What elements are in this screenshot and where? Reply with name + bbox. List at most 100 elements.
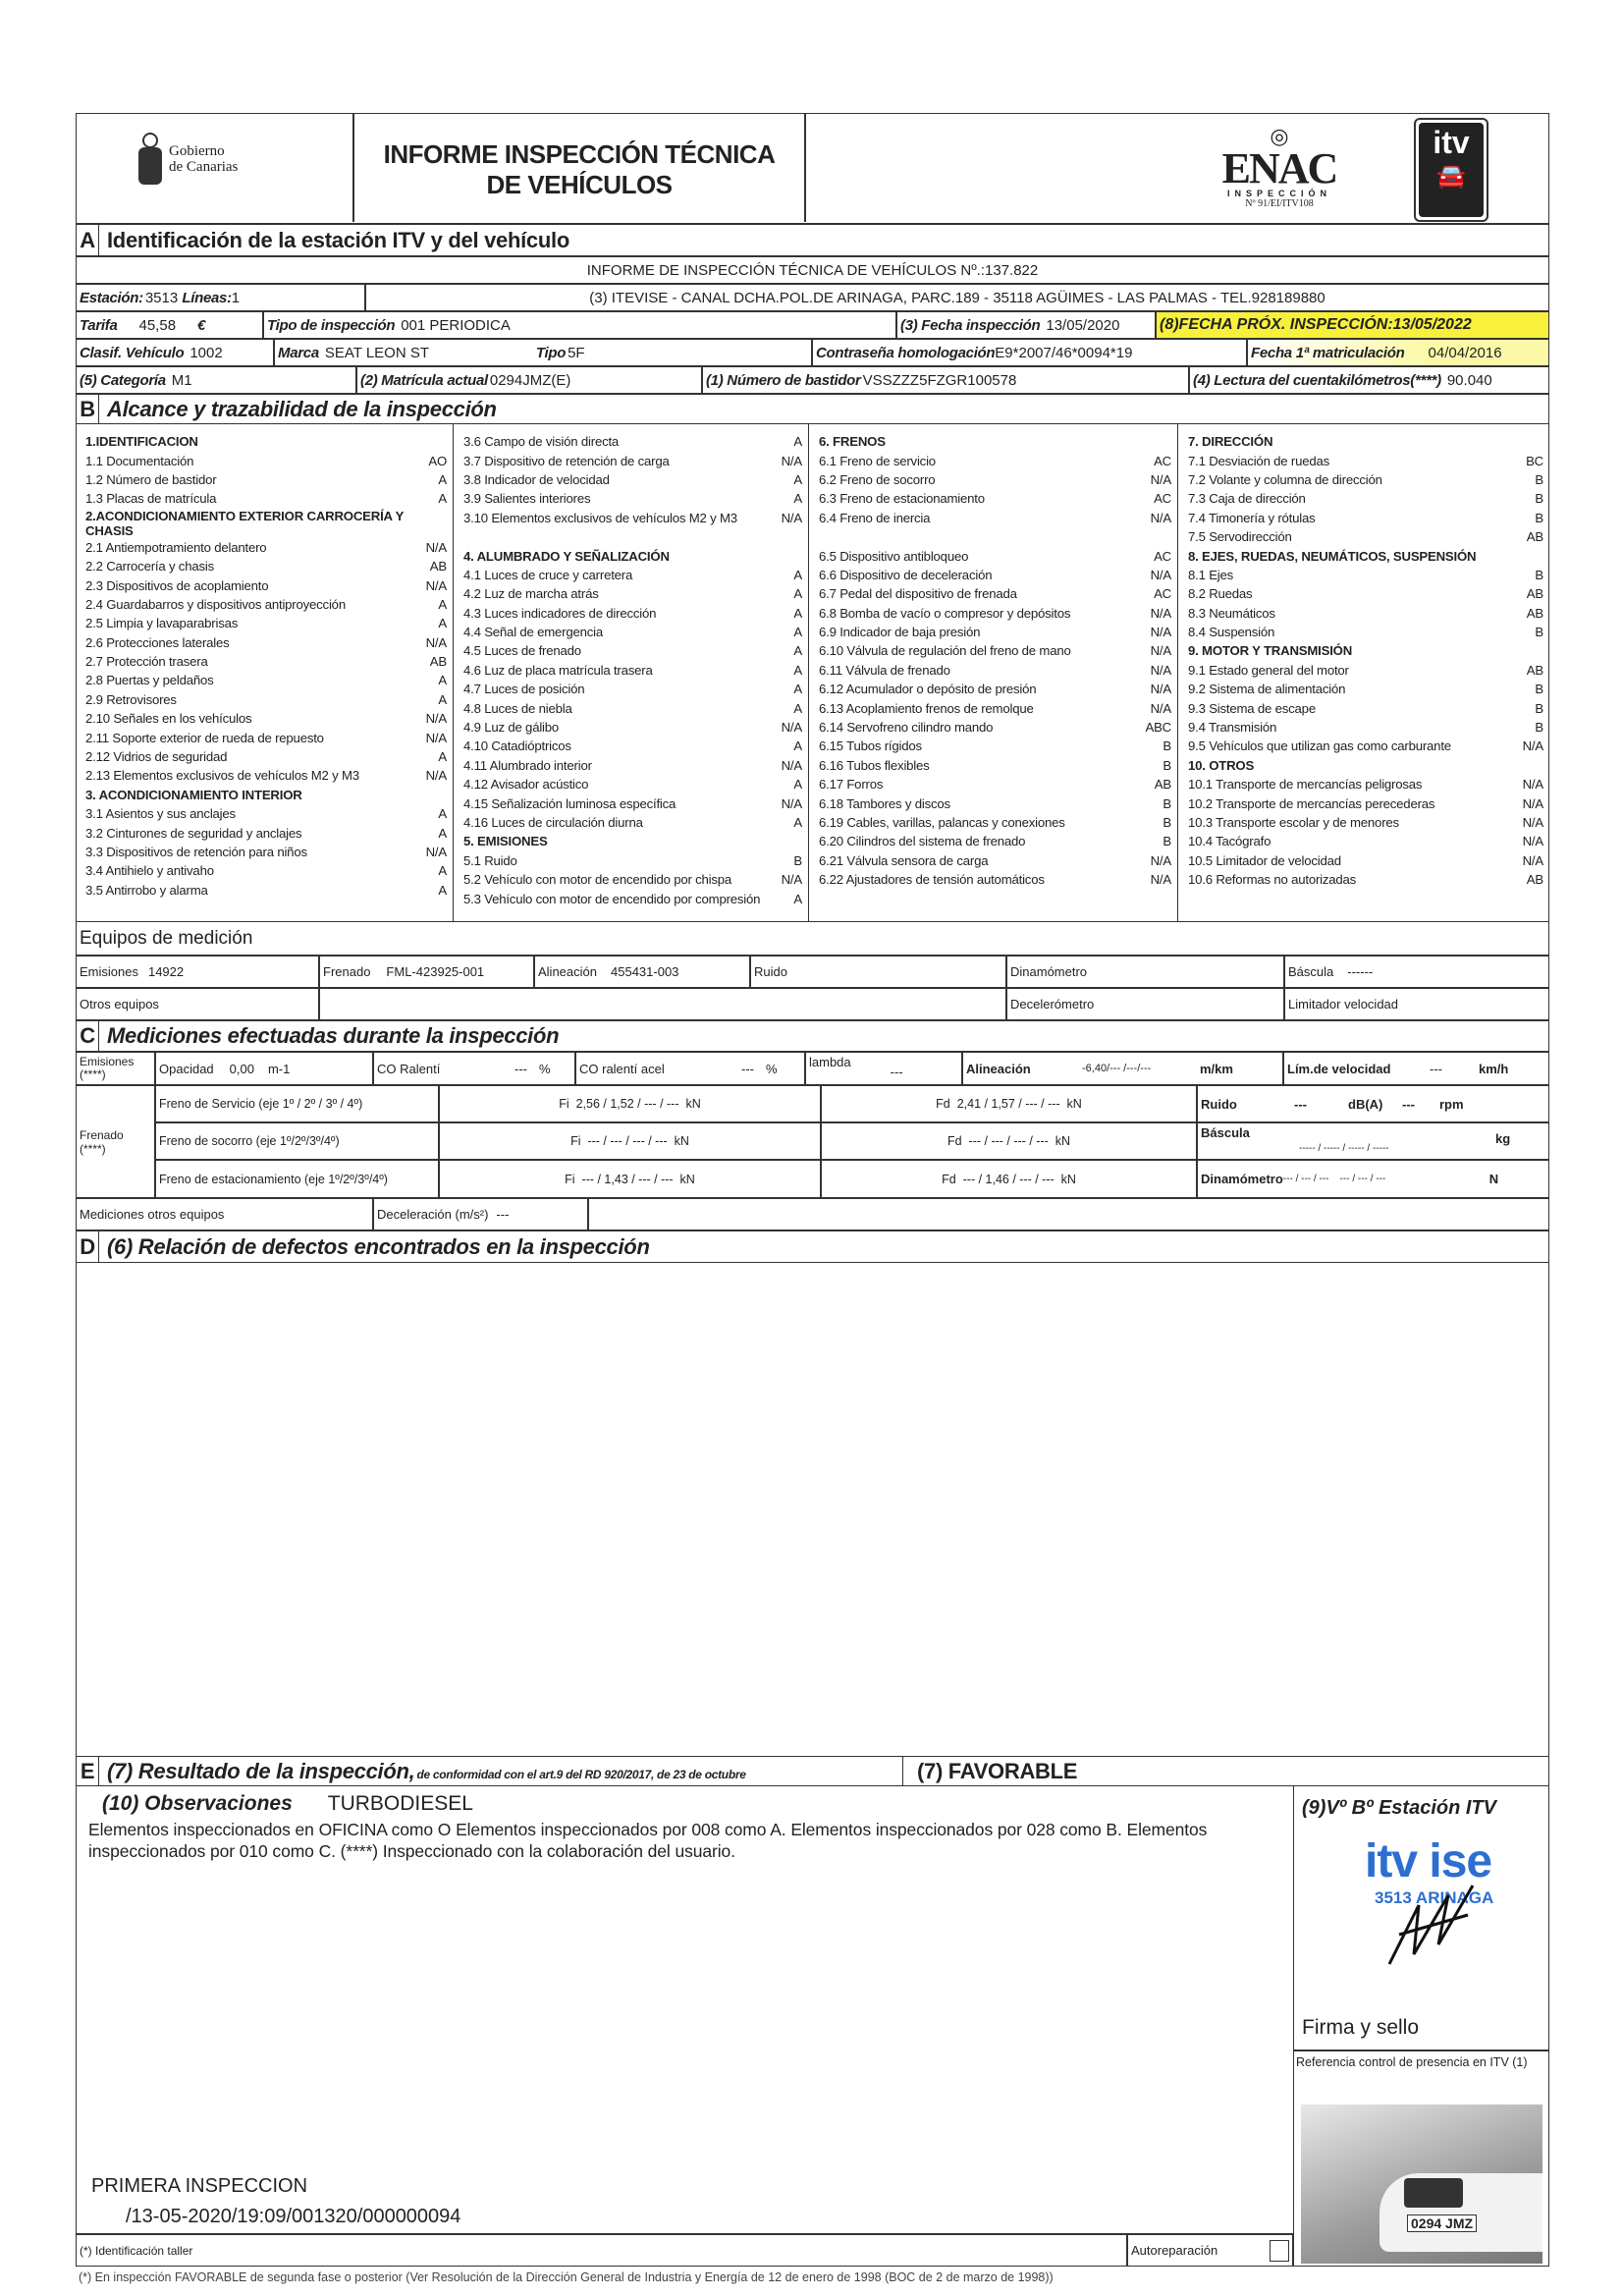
unit: km/h [1479, 1061, 1509, 1076]
label: CO Ralentí [377, 1061, 441, 1076]
bastidor-cell: (1) Número de bastidor VSSZZZ5FZGR100578 [702, 366, 1189, 394]
frenado-label: Frenado (****) [76, 1085, 155, 1198]
checklist-item: 3.7 Dispositivo de retención de carga N/A [463, 451, 802, 469]
item-label: 8.2 Ruedas [1188, 586, 1253, 602]
bascula-cell: Báscula ----- / ----- / ----- / ----- kg [1197, 1122, 1549, 1160]
checklist-heading: 6. FRENOS [819, 434, 886, 450]
item-result: B [1163, 795, 1171, 811]
mediciones-otros-blank [588, 1198, 1549, 1230]
item-result: A [438, 806, 447, 822]
item-result: B [1535, 625, 1543, 640]
fecha-matric-label: Fecha 1ª matriculación [1251, 344, 1405, 361]
item-label: 6.20 Cilindros del sistema de frenado [819, 834, 1026, 849]
item-result: A [793, 777, 802, 793]
checklist-item: 6.11 Válvula de frenado N/A [819, 661, 1171, 680]
item-result: N/A [425, 845, 448, 859]
currency: € [197, 316, 206, 334]
checklist-column-3: 6. FRENOS 6.1 Freno de servicio AC 6.2 Fren… [809, 424, 1178, 922]
primera-inspeccion: PRIMERA INSPECCION [91, 2175, 308, 2197]
gov-logo-line2: de Canarias [169, 159, 239, 175]
checklist-heading: 4. ALUMBRADO Y SEÑALIZACIÓN [463, 548, 670, 564]
section-letter: B [77, 395, 99, 423]
item-label: 3.3 Dispositivos de retención para niños [85, 845, 307, 859]
observaciones-header: (10) Observaciones TURBODIESEL [102, 1792, 473, 1816]
label: lambda [809, 1055, 851, 1069]
checklist-column-2: 3.6 Campo de visión directa A 3.7 Disposit… [454, 424, 809, 922]
item-label: 7.5 Servodirección [1188, 529, 1292, 545]
item-result: N/A [781, 757, 803, 773]
checklist-item: 9.4 Transmisión B [1188, 718, 1543, 737]
checklist-heading: 7. DIRECCIÓN [1188, 434, 1273, 450]
item-result: A [438, 749, 447, 765]
checklist-item: 3.3 Dispositivos de retención para niños… [85, 843, 447, 861]
item-label: 10.1 Transporte de mercancías peligrosas [1188, 777, 1423, 793]
label: Lím.de velocidad [1287, 1061, 1391, 1076]
item-label: 7.1 Desviación de ruedas [1188, 453, 1330, 468]
checklist-item: 4.12 Avisador acústico A [463, 775, 802, 793]
brake-label: Freno de socorro (eje 1º/2º/3º/4º) [155, 1122, 439, 1160]
item-label: 6.19 Cables, varillas, palancas y conexi… [819, 815, 1065, 830]
checklist-item: 9.2 Sistema de alimentación B [1188, 680, 1543, 698]
brake-label-text: Freno de Servicio (eje 1º / 2º / 3º / 4º… [159, 1097, 363, 1111]
checklist-item: 4.7 Luces de posición A [463, 680, 802, 698]
item-result: N/A [425, 577, 448, 593]
item-result: N/A [1522, 777, 1544, 793]
item-label: 4.7 Luces de posición [463, 682, 585, 697]
checklist-item: 6.7 Pedal del dispositivo de frenada AC [819, 584, 1171, 603]
item-label: 6.14 Servofreno cilindro mando [819, 720, 994, 736]
km-value: 90.040 [1446, 371, 1492, 389]
label: Báscula [1288, 964, 1334, 979]
autoreparacion-checkbox[interactable] [1270, 2239, 1289, 2262]
checklist-heading: 8. EJES, RUEDAS, NEUMÁTICOS, SUSPENSIÓN [1188, 548, 1477, 564]
unit: % [766, 1061, 778, 1076]
tarifa-label: Tarifa [80, 316, 118, 334]
section-title-note: de conformidad con el art.9 del RD 920/2… [416, 1767, 746, 1781]
item-result: N/A [425, 634, 448, 650]
checklist-item: 4.6 Luz de placa matrícula trasera A [463, 661, 802, 680]
brake-fd: Fd 2,41 / 1,57 / --- / --- kN [821, 1085, 1197, 1122]
clasif-cell: Clasif. Vehículo 1002 [76, 339, 274, 366]
item-result: AC [1154, 586, 1171, 602]
tipo-inspeccion-value: 001 PERIODICA [401, 316, 511, 334]
unit: m/km [1200, 1061, 1233, 1076]
label: Opacidad [159, 1061, 214, 1076]
checklist-heading: 9. MOTOR Y TRANSMISIÓN [1188, 643, 1353, 659]
item-result: N/A [1522, 815, 1544, 830]
checklist-heading: 10. OTROS [1188, 757, 1255, 773]
brake-label: Freno de estacionamiento (eje 1º/2º/3º/4… [155, 1160, 439, 1198]
item-result: N/A [1150, 872, 1172, 888]
opacidad-cell: Opacidad 0,00 m-1 [155, 1052, 373, 1085]
unit: kg [1495, 1131, 1511, 1146]
item-label: 5.2 Vehículo con motor de encendido por … [463, 872, 732, 888]
item-label: 6.22 Ajustadores de tensión automáticos [819, 872, 1045, 888]
label: Alineación [966, 1061, 1031, 1076]
item-result: A [793, 662, 802, 678]
item-label: 3.6 Campo de visión directa [463, 434, 620, 450]
label: Alineación [538, 964, 597, 979]
checklist-item: 3.6 Campo de visión directa A [463, 432, 802, 451]
tipo-inspeccion-label: Tipo de inspección [267, 316, 396, 334]
item-label: 6.21 Válvula sensora de carga [819, 852, 989, 868]
item-result: N/A [781, 795, 803, 811]
value: ------ [1347, 964, 1374, 979]
checklist-heading: 5. EMISIONES [463, 834, 548, 849]
brake-fd: Fd --- / --- / --- / --- kN [821, 1122, 1197, 1160]
autoreparacion-cell: Autoreparación [1127, 2234, 1293, 2267]
item-label: 3.8 Indicador de velocidad [463, 471, 610, 487]
checklist-item: 10.3 Transporte escolar y de menores N/A [1188, 813, 1543, 832]
item-label: 3.2 Cinturones de seguridad y anclajes [85, 825, 302, 841]
item-result: A [793, 625, 802, 640]
item-result: N/A [1522, 834, 1544, 849]
checklist-item: 5.2 Vehículo con motor de encendido por … [463, 870, 802, 889]
checklist-item: 2.3 Dispositivos de acoplamiento N/A [85, 575, 447, 594]
item-result: A [438, 471, 447, 487]
item-result: A [793, 567, 802, 582]
item-result: N/A [781, 453, 803, 468]
item-label: 2.10 Señales en los vehículos [85, 711, 252, 727]
item-result: AB [429, 559, 447, 574]
checklist-heading: 3. ACONDICIONAMIENTO INTERIOR [85, 787, 302, 802]
report-number: INFORME DE INSPECCIÓN TÉCNICA DE VEHÍCUL… [76, 256, 1549, 284]
checklist-item: 7.3 Caja de dirección B [1188, 489, 1543, 508]
checklist-item: 3.9 Salientes interiores A [463, 489, 802, 508]
item-result: N/A [781, 510, 803, 525]
